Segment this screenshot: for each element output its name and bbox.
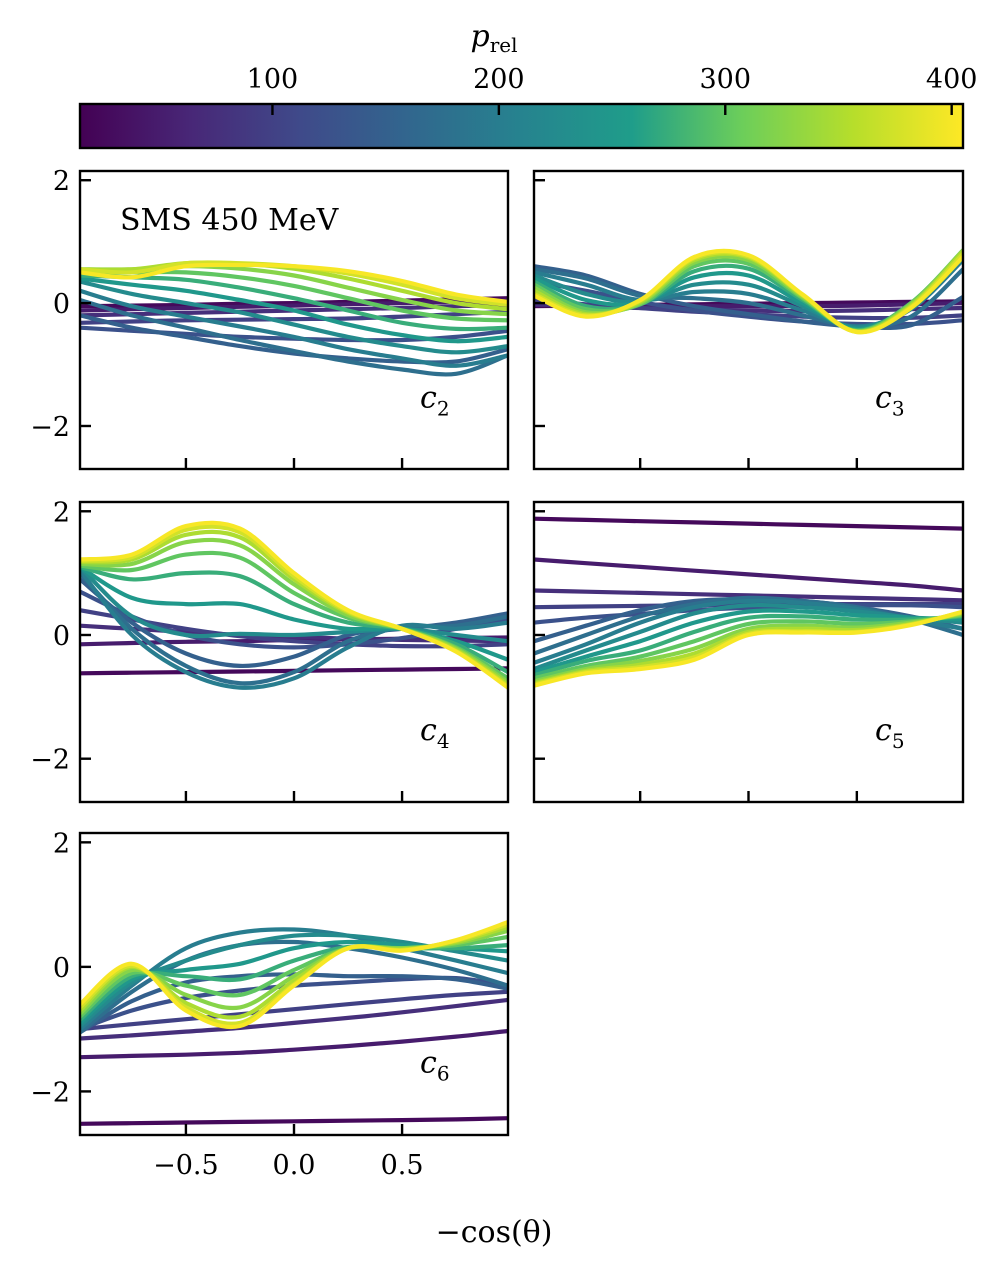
panel-label-c2: c2 [420, 381, 450, 421]
panel-label-subscript: 2 [437, 397, 450, 421]
panel-label-subscript: 3 [892, 397, 905, 421]
y-tick-label: −2 [30, 745, 70, 776]
curve-c6-p175 [80, 939, 508, 1035]
curves-c6 [80, 919, 508, 1126]
curve-c5-p125 [534, 603, 963, 625]
curves-c5 [534, 516, 963, 688]
y-tick-label: 2 [53, 828, 70, 859]
curve-c5-p50 [534, 557, 963, 593]
curve-c2-p200 [80, 288, 508, 368]
colorbar-ticks: 100 200 300 400 [247, 64, 978, 115]
curve-c5-p25 [534, 516, 963, 531]
curve-c5-p275 [534, 613, 963, 678]
panel-label-subscript: 6 [437, 1062, 450, 1086]
curve-c3-p175 [534, 267, 963, 329]
panel-label-letter: c [420, 713, 437, 748]
curve-c5-p250 [534, 608, 963, 675]
curve-c4-p200 [80, 567, 508, 690]
y-tick-label: 0 [53, 289, 70, 320]
curve-c6-p75 [80, 997, 508, 1041]
y-tick-label: 0 [53, 621, 70, 652]
panel-label-subscript: 4 [437, 729, 450, 753]
colorbar-tick-label: 400 [926, 64, 978, 95]
x-tick-label: −0.5 [153, 1150, 219, 1181]
curve-c5-p75 [534, 588, 963, 603]
curve-c6-p100 [80, 989, 508, 1032]
curve-c6-p400 [80, 919, 508, 1030]
y-tick-label: −2 [30, 1077, 70, 1108]
curve-c6-p25 [80, 1116, 508, 1126]
curve-c2-p250 [80, 276, 508, 344]
colorbar: prel 100 200 300 400 [78, 19, 978, 150]
y-tick-label: 0 [53, 953, 70, 984]
curve-c4-p275 [80, 564, 508, 675]
curve-c4-p400 [80, 520, 508, 690]
curve-c3-p150 [534, 264, 963, 331]
curve-c2-p150 [80, 313, 508, 365]
curve-c3-p400 [534, 248, 963, 335]
x-tick-label: 0.0 [273, 1150, 316, 1181]
curve-c2-p225 [80, 279, 508, 355]
colorbar-tick-label: 300 [699, 64, 751, 95]
curve-c6-p50 [80, 1028, 508, 1060]
colorbar-frame [78, 102, 965, 150]
curve-c4-p350 [80, 529, 508, 687]
curve-c5-p400 [534, 609, 963, 688]
curve-c4-p225 [80, 564, 508, 644]
colorbar-gradient [80, 104, 963, 148]
panel-c5: c5 [532, 500, 965, 804]
curve-c2-p400 [80, 262, 508, 304]
chart-title: SMS 450 MeV [120, 203, 340, 238]
curves-c3 [534, 248, 963, 335]
panel-label-c6: c6 [420, 1046, 450, 1086]
panel-label-c5: c5 [875, 713, 905, 753]
panel-label-subscript: 5 [892, 729, 905, 753]
panel-label-c4: c4 [420, 713, 450, 753]
y-tick-label: 2 [53, 497, 70, 528]
x-tick-label: 0.5 [381, 1150, 424, 1181]
colorbar-tick-label: 200 [473, 64, 525, 95]
panel-label-letter: c [875, 713, 892, 748]
curve-c4-p325 [80, 537, 508, 685]
panel-c6: −2 0 2 −0.5 0.0 0.5 c6 [30, 828, 510, 1181]
panel-label-letter: c [420, 1046, 437, 1081]
colorbar-label: prel [470, 19, 517, 57]
curve-c2-p175 [80, 297, 508, 377]
panel-label-letter: c [420, 381, 437, 416]
panel-c3: c3 [532, 169, 965, 471]
curves-c2 [80, 260, 508, 377]
y-tick-label: 2 [53, 166, 70, 197]
curves-c4 [80, 520, 508, 690]
curve-c2-p275 [80, 273, 508, 332]
panel-c4: −2 0 2 c4 [30, 497, 510, 804]
x-axis-label: −cos(θ) [436, 1215, 553, 1250]
curve-c2-p350 [80, 260, 508, 312]
y-tick-label: −2 [30, 412, 70, 443]
panel-label-letter: c [875, 381, 892, 416]
panel-label-c3: c3 [875, 381, 905, 421]
colorbar-tick-label: 100 [247, 64, 299, 95]
